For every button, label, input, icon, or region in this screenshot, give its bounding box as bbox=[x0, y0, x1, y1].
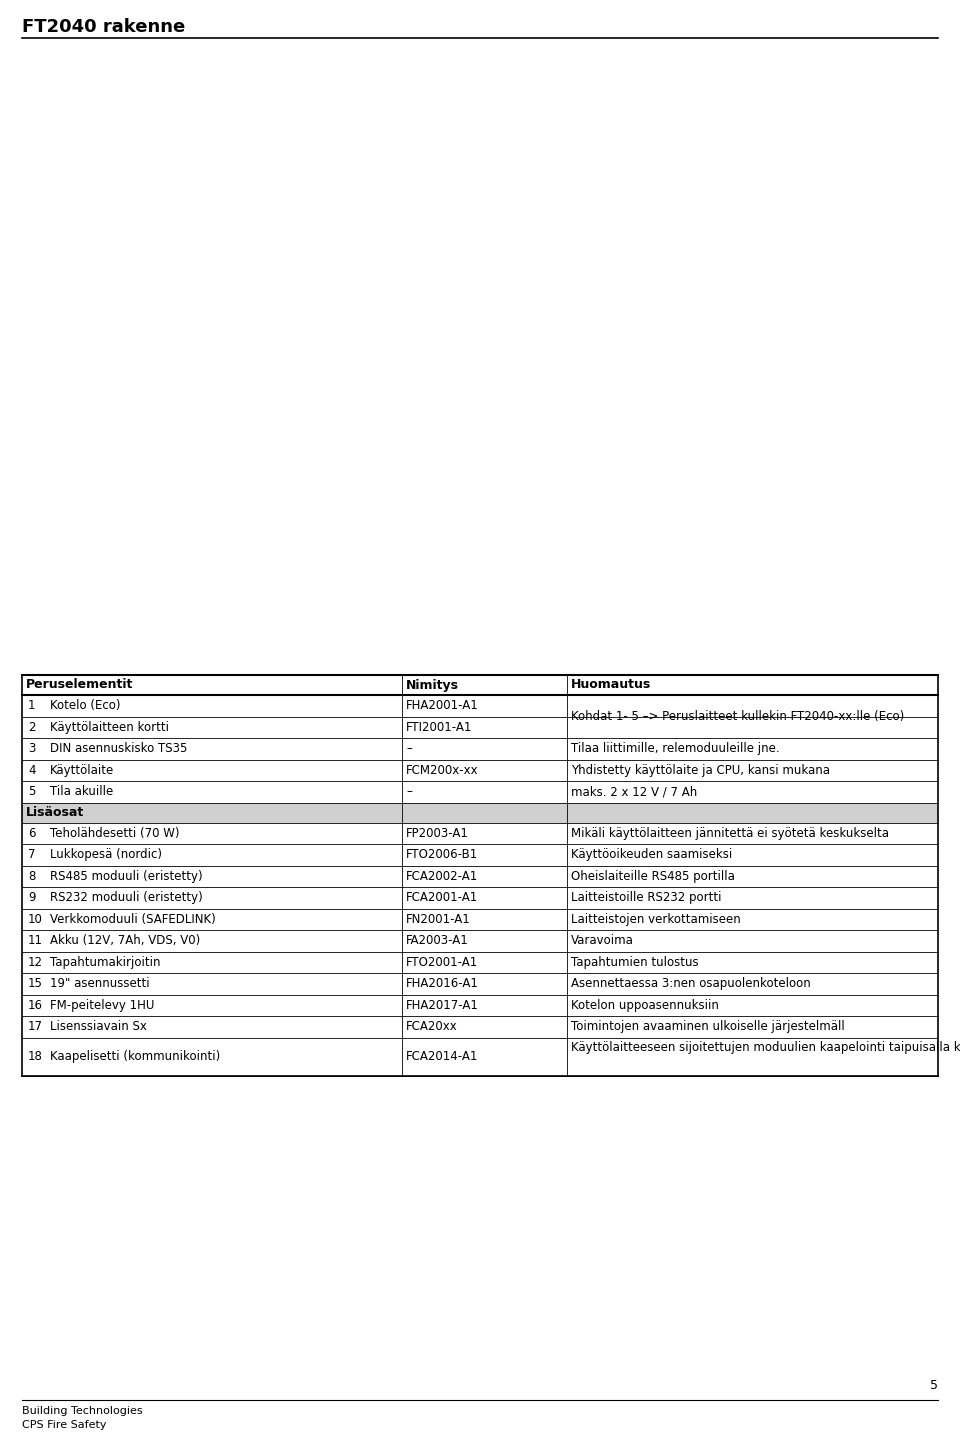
Text: Varavoima: Varavoima bbox=[571, 935, 634, 948]
Text: FHA2016-A1: FHA2016-A1 bbox=[406, 977, 479, 990]
Text: Akku (12V, 7Ah, VDS, V0): Akku (12V, 7Ah, VDS, V0) bbox=[50, 935, 201, 948]
Text: Laitteistojen verkottamiseen: Laitteistojen verkottamiseen bbox=[571, 913, 741, 926]
Text: 5: 5 bbox=[930, 1379, 938, 1392]
Text: 11: 11 bbox=[28, 935, 43, 948]
Text: Käyttölaitteeseen sijoitettujen moduulien kaapelointi taipuisalla kaapelilla: Käyttölaitteeseen sijoitettujen moduulie… bbox=[571, 1042, 960, 1055]
Text: FTO2006-B1: FTO2006-B1 bbox=[406, 848, 478, 861]
Text: FCA2002-A1: FCA2002-A1 bbox=[406, 870, 478, 883]
Text: Kohdat 1- 5 –> Peruslaitteet kullekin FT2040-xx:lle (Eco): Kohdat 1- 5 –> Peruslaitteet kullekin FT… bbox=[571, 709, 904, 722]
Text: 6: 6 bbox=[28, 827, 36, 840]
Text: CPS Fire Safety: CPS Fire Safety bbox=[22, 1420, 107, 1431]
Text: Lisäosat: Lisäosat bbox=[26, 806, 84, 819]
Text: FHA2001-A1: FHA2001-A1 bbox=[406, 699, 479, 712]
Text: –: – bbox=[406, 743, 412, 756]
Text: 18: 18 bbox=[28, 1051, 43, 1064]
Text: Verkkomoduuli (SAFEDLINK): Verkkomoduuli (SAFEDLINK) bbox=[50, 913, 216, 926]
Text: Käyttölaitteen kortti: Käyttölaitteen kortti bbox=[50, 721, 169, 734]
Text: FCA2001-A1: FCA2001-A1 bbox=[406, 892, 478, 905]
Text: FP2003-A1: FP2003-A1 bbox=[406, 827, 469, 840]
Text: FA2003-A1: FA2003-A1 bbox=[406, 935, 468, 948]
Text: 1: 1 bbox=[28, 699, 36, 712]
Text: –: – bbox=[406, 785, 412, 798]
Text: Tila akuille: Tila akuille bbox=[50, 785, 113, 798]
Text: FCA20xx: FCA20xx bbox=[406, 1020, 458, 1033]
Text: Kaapelisetti (kommunikointi): Kaapelisetti (kommunikointi) bbox=[50, 1051, 220, 1064]
Text: 17: 17 bbox=[28, 1020, 43, 1033]
Text: FT2040 rakenne: FT2040 rakenne bbox=[22, 17, 185, 36]
Text: Käyttöoikeuden saamiseksi: Käyttöoikeuden saamiseksi bbox=[571, 848, 732, 861]
Text: Peruselementit: Peruselementit bbox=[26, 679, 133, 692]
Text: FN2001-A1: FN2001-A1 bbox=[406, 913, 471, 926]
Text: 10: 10 bbox=[28, 913, 43, 926]
Text: Lisenssiavain Sx: Lisenssiavain Sx bbox=[50, 1020, 147, 1033]
Text: FTI2001-A1: FTI2001-A1 bbox=[406, 721, 472, 734]
Text: FCA2014-A1: FCA2014-A1 bbox=[406, 1051, 478, 1064]
Text: DIN asennuskisko TS35: DIN asennuskisko TS35 bbox=[50, 743, 187, 756]
Text: maks. 2 x 12 V / 7 Ah: maks. 2 x 12 V / 7 Ah bbox=[571, 785, 697, 798]
Text: 4: 4 bbox=[28, 764, 36, 777]
Text: Nimitys: Nimitys bbox=[406, 679, 459, 692]
Text: 7: 7 bbox=[28, 848, 36, 861]
Bar bbox=[22, 802, 938, 822]
Text: Teholähdesetti (70 W): Teholähdesetti (70 W) bbox=[50, 827, 180, 840]
Text: Laitteistoille RS232 portti: Laitteistoille RS232 portti bbox=[571, 892, 722, 905]
Text: 19" asennussetti: 19" asennussetti bbox=[50, 977, 150, 990]
Text: Kotelon uppoasennuksiin: Kotelon uppoasennuksiin bbox=[571, 998, 719, 1011]
Text: Käyttölaite: Käyttölaite bbox=[50, 764, 114, 777]
Text: 5: 5 bbox=[28, 785, 36, 798]
Text: 3: 3 bbox=[28, 743, 36, 756]
Text: Yhdistetty käyttölaite ja CPU, kansi mukana: Yhdistetty käyttölaite ja CPU, kansi muk… bbox=[571, 764, 830, 777]
Text: FHA2017-A1: FHA2017-A1 bbox=[406, 998, 479, 1011]
Text: FCM200x-xx: FCM200x-xx bbox=[406, 764, 479, 777]
Text: Toimintojen avaaminen ulkoiselle järjestelmäll: Toimintojen avaaminen ulkoiselle järjest… bbox=[571, 1020, 845, 1033]
Text: Kotelo (Eco): Kotelo (Eco) bbox=[50, 699, 121, 712]
Text: 2: 2 bbox=[28, 721, 36, 734]
Text: FM-peitelevy 1HU: FM-peitelevy 1HU bbox=[50, 998, 155, 1011]
Text: Building Technologies: Building Technologies bbox=[22, 1406, 143, 1416]
Text: Huomautus: Huomautus bbox=[571, 679, 651, 692]
Text: 12: 12 bbox=[28, 955, 43, 968]
Text: 9: 9 bbox=[28, 892, 36, 905]
Text: Lukkopesä (nordic): Lukkopesä (nordic) bbox=[50, 848, 162, 861]
Text: RS485 moduuli (eristetty): RS485 moduuli (eristetty) bbox=[50, 870, 203, 883]
Text: Tapahtumakirjoitin: Tapahtumakirjoitin bbox=[50, 955, 160, 968]
Text: 15: 15 bbox=[28, 977, 43, 990]
Text: Mikäli käyttölaitteen jännitettä ei syötetä keskukselta: Mikäli käyttölaitteen jännitettä ei syöt… bbox=[571, 827, 889, 840]
Text: Asennettaessa 3:nen osapuolenkoteloon: Asennettaessa 3:nen osapuolenkoteloon bbox=[571, 977, 811, 990]
Text: 16: 16 bbox=[28, 998, 43, 1011]
Text: FTO2001-A1: FTO2001-A1 bbox=[406, 955, 478, 968]
Text: Tapahtumien tulostus: Tapahtumien tulostus bbox=[571, 955, 699, 968]
Text: Tilaa liittimille, relemoduuleille jne.: Tilaa liittimille, relemoduuleille jne. bbox=[571, 743, 780, 756]
Text: Oheislaiteille RS485 portilla: Oheislaiteille RS485 portilla bbox=[571, 870, 735, 883]
Text: 8: 8 bbox=[28, 870, 36, 883]
Text: RS232 moduuli (eristetty): RS232 moduuli (eristetty) bbox=[50, 892, 203, 905]
